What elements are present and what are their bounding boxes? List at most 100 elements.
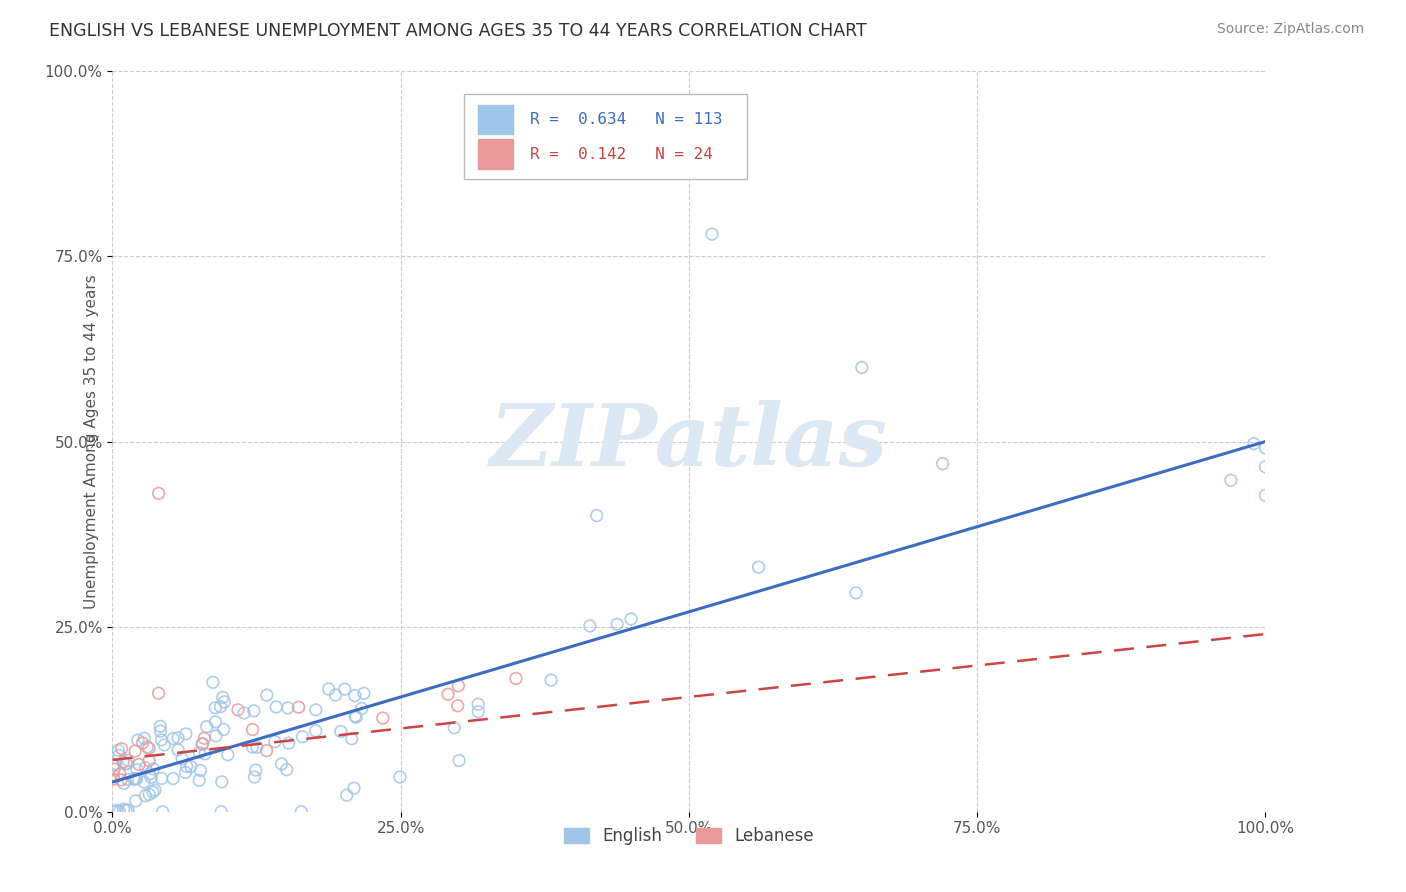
Point — [108, 805, 131, 819]
Point — [748, 560, 770, 574]
Point — [152, 805, 174, 819]
Point — [242, 739, 264, 754]
Point — [325, 688, 347, 702]
Point — [209, 805, 232, 819]
Point — [845, 586, 868, 600]
Point — [233, 706, 256, 720]
Point — [211, 775, 233, 789]
Point — [153, 738, 176, 752]
Point — [226, 703, 249, 717]
Point — [193, 731, 215, 746]
Point — [162, 772, 184, 786]
Point — [103, 762, 125, 776]
Point — [132, 775, 155, 789]
Point — [127, 763, 149, 777]
Point — [540, 673, 562, 687]
Point — [340, 731, 363, 746]
Point — [287, 700, 309, 714]
Point — [188, 773, 211, 788]
Point — [243, 704, 266, 718]
Point — [256, 744, 278, 758]
Point — [172, 752, 194, 766]
Point — [305, 703, 328, 717]
Point — [188, 746, 211, 760]
Point — [204, 700, 226, 714]
Point — [117, 772, 139, 787]
Point — [270, 756, 292, 771]
Point — [139, 771, 162, 785]
Point — [180, 759, 202, 773]
Point — [138, 741, 160, 756]
Point — [700, 227, 723, 242]
Point — [110, 741, 132, 756]
Point — [107, 743, 129, 757]
Point — [105, 804, 128, 818]
Point — [191, 737, 214, 751]
Point — [205, 729, 228, 743]
Point — [150, 772, 173, 786]
Text: ZIPatlas: ZIPatlas — [489, 400, 889, 483]
Point — [388, 770, 411, 784]
Point — [343, 689, 366, 703]
Point — [467, 705, 489, 719]
Point — [256, 688, 278, 702]
Point — [103, 772, 125, 786]
Point — [176, 759, 198, 773]
Point — [149, 724, 172, 739]
Point — [1243, 436, 1265, 450]
Point — [931, 457, 953, 471]
Point — [449, 754, 471, 768]
Point — [467, 697, 489, 711]
Point — [277, 736, 299, 750]
Point — [167, 743, 190, 757]
Point — [371, 711, 394, 725]
Point — [212, 723, 235, 737]
Point — [344, 709, 367, 723]
Point — [125, 772, 148, 786]
Point — [333, 682, 356, 697]
Point — [585, 508, 607, 523]
Point — [276, 763, 298, 777]
Point — [142, 785, 165, 799]
Point — [131, 736, 153, 750]
Point — [277, 701, 299, 715]
Point — [138, 754, 160, 768]
Point — [195, 720, 218, 734]
Text: Source: ZipAtlas.com: Source: ZipAtlas.com — [1216, 22, 1364, 37]
Point — [134, 731, 156, 746]
Point — [437, 687, 460, 701]
Legend: English, Lebanese: English, Lebanese — [558, 820, 820, 852]
Point — [344, 710, 367, 724]
Point — [150, 732, 173, 747]
Point — [447, 679, 470, 693]
Point — [1254, 459, 1277, 474]
Point — [124, 772, 146, 786]
Point — [127, 733, 149, 747]
Point — [217, 747, 239, 762]
FancyBboxPatch shape — [478, 139, 513, 169]
Point — [142, 762, 165, 776]
Point — [108, 748, 131, 763]
Point — [117, 803, 139, 817]
Point — [318, 681, 340, 696]
Y-axis label: Unemployment Among Ages 35 to 44 years: Unemployment Among Ages 35 to 44 years — [83, 274, 98, 609]
Point — [329, 724, 352, 739]
Point — [103, 758, 125, 772]
Point — [112, 802, 135, 816]
Point — [291, 730, 314, 744]
Point — [162, 731, 184, 746]
Point — [174, 765, 197, 780]
Point — [117, 754, 139, 768]
Point — [112, 755, 135, 769]
Point — [122, 772, 145, 786]
Point — [115, 756, 138, 771]
Point — [103, 768, 125, 782]
FancyBboxPatch shape — [464, 94, 747, 178]
Point — [1254, 488, 1277, 502]
Point — [136, 739, 159, 754]
Point — [138, 767, 160, 781]
Point — [134, 761, 156, 775]
Point — [1254, 441, 1277, 455]
Point — [108, 767, 131, 781]
Text: ENGLISH VS LEBANESE UNEMPLOYMENT AMONG AGES 35 TO 44 YEARS CORRELATION CHART: ENGLISH VS LEBANESE UNEMPLOYMENT AMONG A… — [49, 22, 868, 40]
